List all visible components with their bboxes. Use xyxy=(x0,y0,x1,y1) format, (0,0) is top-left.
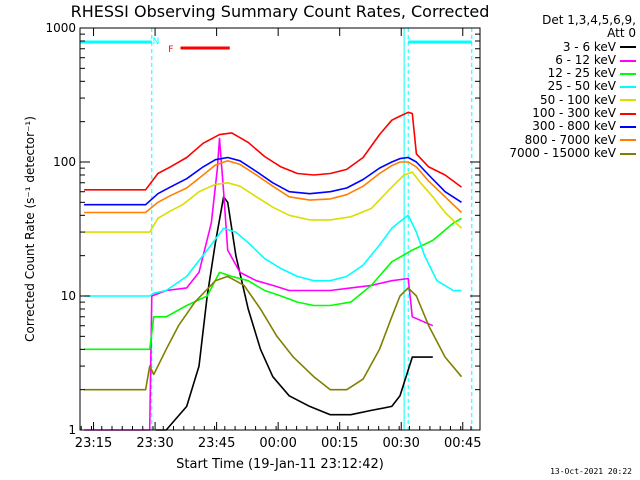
legend-entry-label: 100 - 300 keV xyxy=(532,106,616,121)
y-tick-label: 100 xyxy=(53,155,76,169)
x-tick-label: 00:00 xyxy=(259,436,296,451)
series-line-1 xyxy=(155,196,433,431)
x-tick-label: 00:30 xyxy=(382,436,419,451)
legend-header-line-1: Det 1,3,4,5,6,9, xyxy=(542,13,636,27)
legend-swatch xyxy=(620,139,636,142)
chart-title: RHESSI Observing Summary Count Rates, Co… xyxy=(71,2,490,21)
series-line-8 xyxy=(84,160,463,214)
y-tick-label: 1000 xyxy=(45,21,76,35)
legend-swatch xyxy=(620,59,636,62)
x-tick-label: 00:45 xyxy=(444,436,481,451)
legend-swatch xyxy=(620,99,636,102)
legend-entry-label: 3 - 6 keV xyxy=(562,39,616,54)
y-axis-label: Corrected Count Rate (s⁻¹ detector⁻¹) xyxy=(23,116,37,342)
x-tick-label: 23:45 xyxy=(198,436,235,451)
legend-entry-label: 50 - 100 keV xyxy=(539,92,616,107)
legend-entry-label: 7000 - 15000 keV xyxy=(509,145,616,160)
legend-entry: 25 - 50 keV xyxy=(484,80,636,93)
legend-swatch xyxy=(620,72,636,75)
legend-swatch xyxy=(620,112,636,115)
legend-entry-label: 800 - 7000 keV xyxy=(524,132,616,147)
series-line-4 xyxy=(84,214,462,297)
x-axis-label: Start Time (19-Jan-11 23:12:42) xyxy=(176,457,384,472)
legend-entry: 300 - 800 keV xyxy=(484,120,636,133)
timestamp: 13-Oct-2021 20:22 xyxy=(550,467,632,476)
x-tick-label: 00:15 xyxy=(321,436,358,451)
series-line-9 xyxy=(84,275,463,391)
axis-layer: 1 10 100 1000 23:15 23:30 23:45 00:00 00:15 00:30… xyxy=(45,21,481,451)
legend-entry-label: 6 - 12 keV xyxy=(555,52,616,67)
y-tick-label: 1 xyxy=(68,423,76,437)
legend-entries: 3 - 6 keV 6 - 12 keV 12 - 25 keV 25 - 50 ke… xyxy=(484,39,636,161)
legend-entry: 12 - 25 keV xyxy=(484,66,636,81)
series-line-3 xyxy=(84,217,462,351)
legend-swatch xyxy=(620,86,636,89)
series-line-2 xyxy=(84,137,434,431)
legend-entry-label: 25 - 50 keV xyxy=(547,79,616,94)
plot-frame xyxy=(79,27,481,431)
legend-entry: 3 - 6 keV xyxy=(484,39,636,54)
legend-entry: 100 - 300 keV xyxy=(484,106,636,121)
legend-entry: 6 - 12 keV xyxy=(484,52,636,67)
legend-entry-label: 12 - 25 keV xyxy=(547,66,616,81)
legend-entry: 7000 - 15000 keV xyxy=(484,145,636,160)
legend: Det 1,3,4,5,6,9, Att 0 3 - 6 keV 6 - 12 k… xyxy=(484,13,636,161)
legend-entry: 50 - 100 keV xyxy=(484,92,636,107)
series-line-6 xyxy=(84,111,462,191)
flare-flag-label: F xyxy=(168,45,173,55)
flag-layer: NF xyxy=(80,28,473,430)
night-flag-label: N xyxy=(153,37,160,47)
legend-entry: 800 - 7000 keV xyxy=(484,132,636,147)
legend-entry-label: 300 - 800 keV xyxy=(532,119,616,134)
legend-swatch xyxy=(620,46,636,49)
legend-swatch xyxy=(620,126,636,129)
y-tick-label: 10 xyxy=(61,289,76,303)
legend-header-line-2: Att 0 xyxy=(607,26,636,41)
series-layer xyxy=(84,111,463,431)
series-line-7 xyxy=(84,156,462,206)
x-tick-label: 23:30 xyxy=(136,436,173,451)
legend-swatch xyxy=(620,152,636,155)
series-line-5 xyxy=(84,171,463,233)
x-tick-label: 23:15 xyxy=(75,436,112,451)
